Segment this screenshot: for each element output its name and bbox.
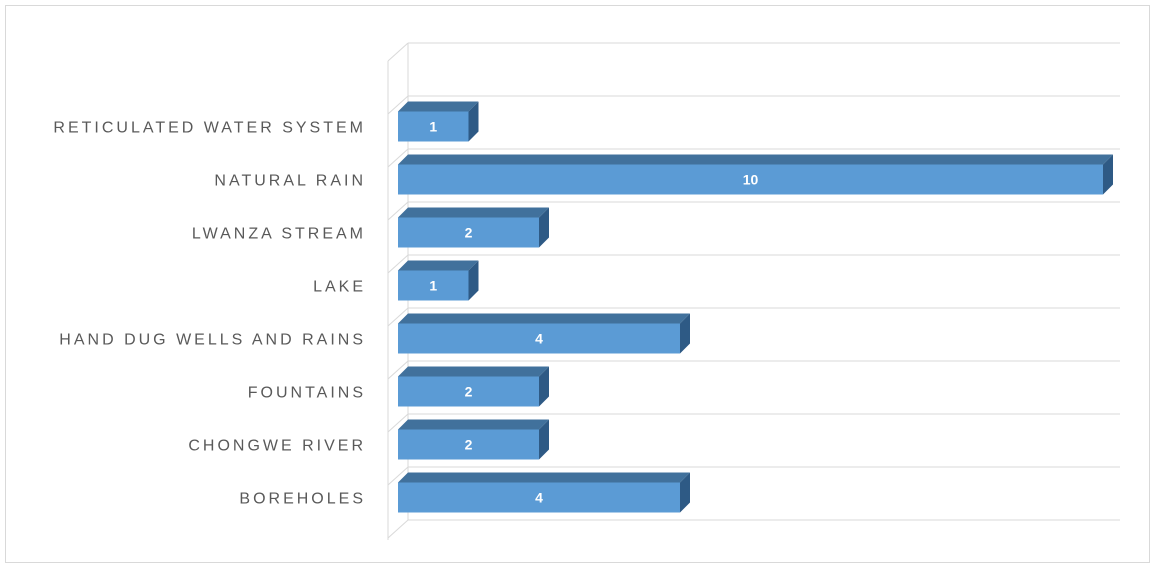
bar-top-face — [398, 366, 549, 377]
bar-side-face — [539, 366, 549, 407]
bar-side-face — [468, 101, 479, 142]
bar — [398, 270, 469, 301]
gridline-depth — [387, 148, 409, 168]
bar — [398, 217, 539, 248]
gridline-depth — [387, 201, 409, 221]
bar-side-face — [539, 419, 549, 460]
category-label: NATURAL RAIN — [214, 173, 366, 190]
data-label: 2 — [465, 437, 473, 453]
category-label: CHONGWE RIVER — [188, 438, 366, 455]
bar — [398, 429, 539, 460]
bar — [398, 376, 539, 407]
bar-top-face — [398, 419, 549, 430]
bar — [398, 482, 680, 513]
bar-side-face — [1103, 154, 1113, 195]
category-label: BOREHOLES — [239, 491, 366, 508]
bar-side-face — [680, 313, 690, 354]
bar — [398, 164, 1103, 195]
category-label: HAND DUG WELLS AND RAINS — [59, 332, 366, 349]
category-label: LWANZA STREAM — [192, 226, 366, 243]
bar-top-face — [398, 101, 479, 112]
gridline-depth — [387, 307, 409, 327]
gridline-depth — [387, 42, 409, 62]
gridline-depth — [387, 95, 409, 115]
bar-top-face — [398, 472, 690, 483]
gridline-depth — [387, 466, 409, 486]
gridline-depth — [387, 519, 409, 539]
data-label: 1 — [429, 278, 437, 294]
data-label: 4 — [535, 331, 543, 347]
bar-side-face — [680, 472, 690, 513]
data-label: 2 — [465, 225, 473, 241]
data-label: 10 — [743, 172, 759, 188]
bar — [398, 323, 680, 354]
bar — [398, 111, 469, 142]
chart-frame — [5, 5, 1150, 563]
data-label: 2 — [465, 384, 473, 400]
bar-top-face — [398, 154, 1113, 165]
bar-side-face — [539, 207, 549, 248]
data-label: 4 — [535, 490, 543, 506]
bar-side-face — [468, 260, 479, 301]
bar-top-face — [398, 260, 479, 271]
category-label: FOUNTAINS — [248, 385, 366, 402]
bar-top-face — [398, 207, 549, 218]
category-label: RETICULATED WATER SYSTEM — [53, 120, 366, 137]
gridline-depth — [387, 413, 409, 433]
data-label: 1 — [429, 119, 437, 135]
gridline-depth — [387, 360, 409, 380]
category-label: LAKE — [313, 279, 366, 296]
bar-top-face — [398, 313, 690, 324]
gridline-depth — [387, 254, 409, 274]
